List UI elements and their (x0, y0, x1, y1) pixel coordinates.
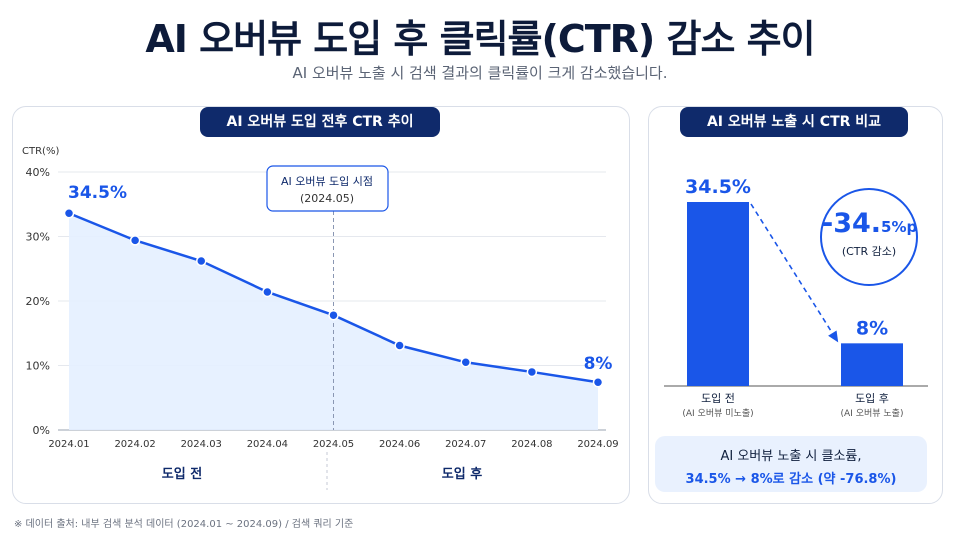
last-point-label: 8% (584, 354, 613, 374)
data-point (129, 235, 141, 246)
badge-main-value: -34. (822, 208, 882, 239)
y-tick-labels: 0% 10% 20% 30% 40% (26, 166, 50, 437)
y-tick-label: 20% (26, 295, 50, 308)
bar (841, 343, 903, 386)
bar-value-label: 34.5% (685, 176, 751, 198)
before-period-label: 도입 전 (162, 466, 202, 482)
data-point (526, 366, 538, 378)
page-subtitle: AI 오버뷰 노출 시 검색 결과의 클릭률이 크게 감소했습니다. (292, 64, 668, 82)
x-tick-label: 2024.06 (379, 439, 420, 450)
x-tick-label: 2024.08 (511, 439, 552, 450)
x-tick-label: 2024.05 (313, 439, 354, 450)
line-chart-title: AI 오버뷰 도입 전후 CTR 추이 (200, 107, 440, 137)
bar-category-label: 도입 후 (855, 392, 889, 405)
footnote: ※ 데이터 출처: 내부 검색 분석 데이터 (2024.01 ~ 2024.0… (14, 519, 354, 530)
y-tick-label: 10% (26, 360, 50, 373)
x-tick-label: 2024.02 (114, 439, 155, 450)
first-point-label: 34.5% (68, 183, 127, 203)
bar-chart-title: AI 오버뷰 노출 시 CTR 비교 (680, 107, 908, 137)
data-point (394, 340, 405, 351)
badge-unit: 5%p (881, 218, 918, 236)
bar-series: 34.5% 도입 전 (AI 오버뷰 미노출) 8% 도입 후 (AI 오버뷰 노출) (682, 176, 903, 419)
bar-value-label: 8% (856, 317, 888, 339)
decrease-arrowhead (828, 330, 839, 343)
line-area-fill (69, 213, 598, 430)
x-tick-label: 2024.07 (445, 439, 486, 450)
x-tick-label: 2024.04 (247, 439, 288, 450)
bar-category-label: 도입 전 (701, 392, 735, 405)
data-point (592, 377, 604, 388)
data-point (460, 357, 471, 368)
annotation-line1: AI 오버뷰 도입 시점 (281, 175, 373, 188)
bar-category-sublabel: (AI 오버뷰 노출) (841, 408, 904, 419)
data-point (262, 286, 273, 298)
data-point (196, 255, 207, 267)
ctr-series-points (63, 208, 604, 388)
ctr-decrease-badge: -34.5%p (CTR 감소) (820, 188, 918, 286)
after-period-label: 도입 후 (442, 466, 482, 482)
x-tick-label: 2024.03 (181, 439, 222, 450)
summary-line1: AI 오버뷰 노출 시 클소륨, (720, 449, 862, 464)
x-tick-label: 2024.01 (48, 439, 89, 450)
x-tick-label: 2024.09 (577, 439, 618, 450)
page-title: AI 오버뷰 도입 후 클릭률(CTR) 감소 추이 (145, 17, 815, 61)
y-tick-label: 30% (26, 231, 50, 244)
summary-line2: 34.5% → 8%로 감소 (약 -76.8%) (685, 472, 897, 487)
bar-category-sublabel: (AI 오버뷰 미노출) (682, 408, 753, 419)
data-point (63, 208, 75, 219)
badge-caption: (CTR 감소) (841, 245, 897, 258)
bar (687, 202, 749, 386)
data-point (328, 309, 339, 321)
annotation-line2: (2024.05) (300, 192, 354, 205)
y-tick-label: 0% (33, 424, 50, 437)
summary-box: AI 오버뷰 노출 시 클소륨, 34.5% → 8%로 감소 (약 -76.8… (655, 436, 927, 492)
x-tick-labels: 2024.01 2024.02 2024.03 2024.04 2024.05 2024.… (48, 439, 618, 450)
annotation-box (266, 165, 389, 212)
y-tick-label: 40% (26, 166, 50, 179)
y-axis-label: CTR(%) (22, 146, 59, 157)
